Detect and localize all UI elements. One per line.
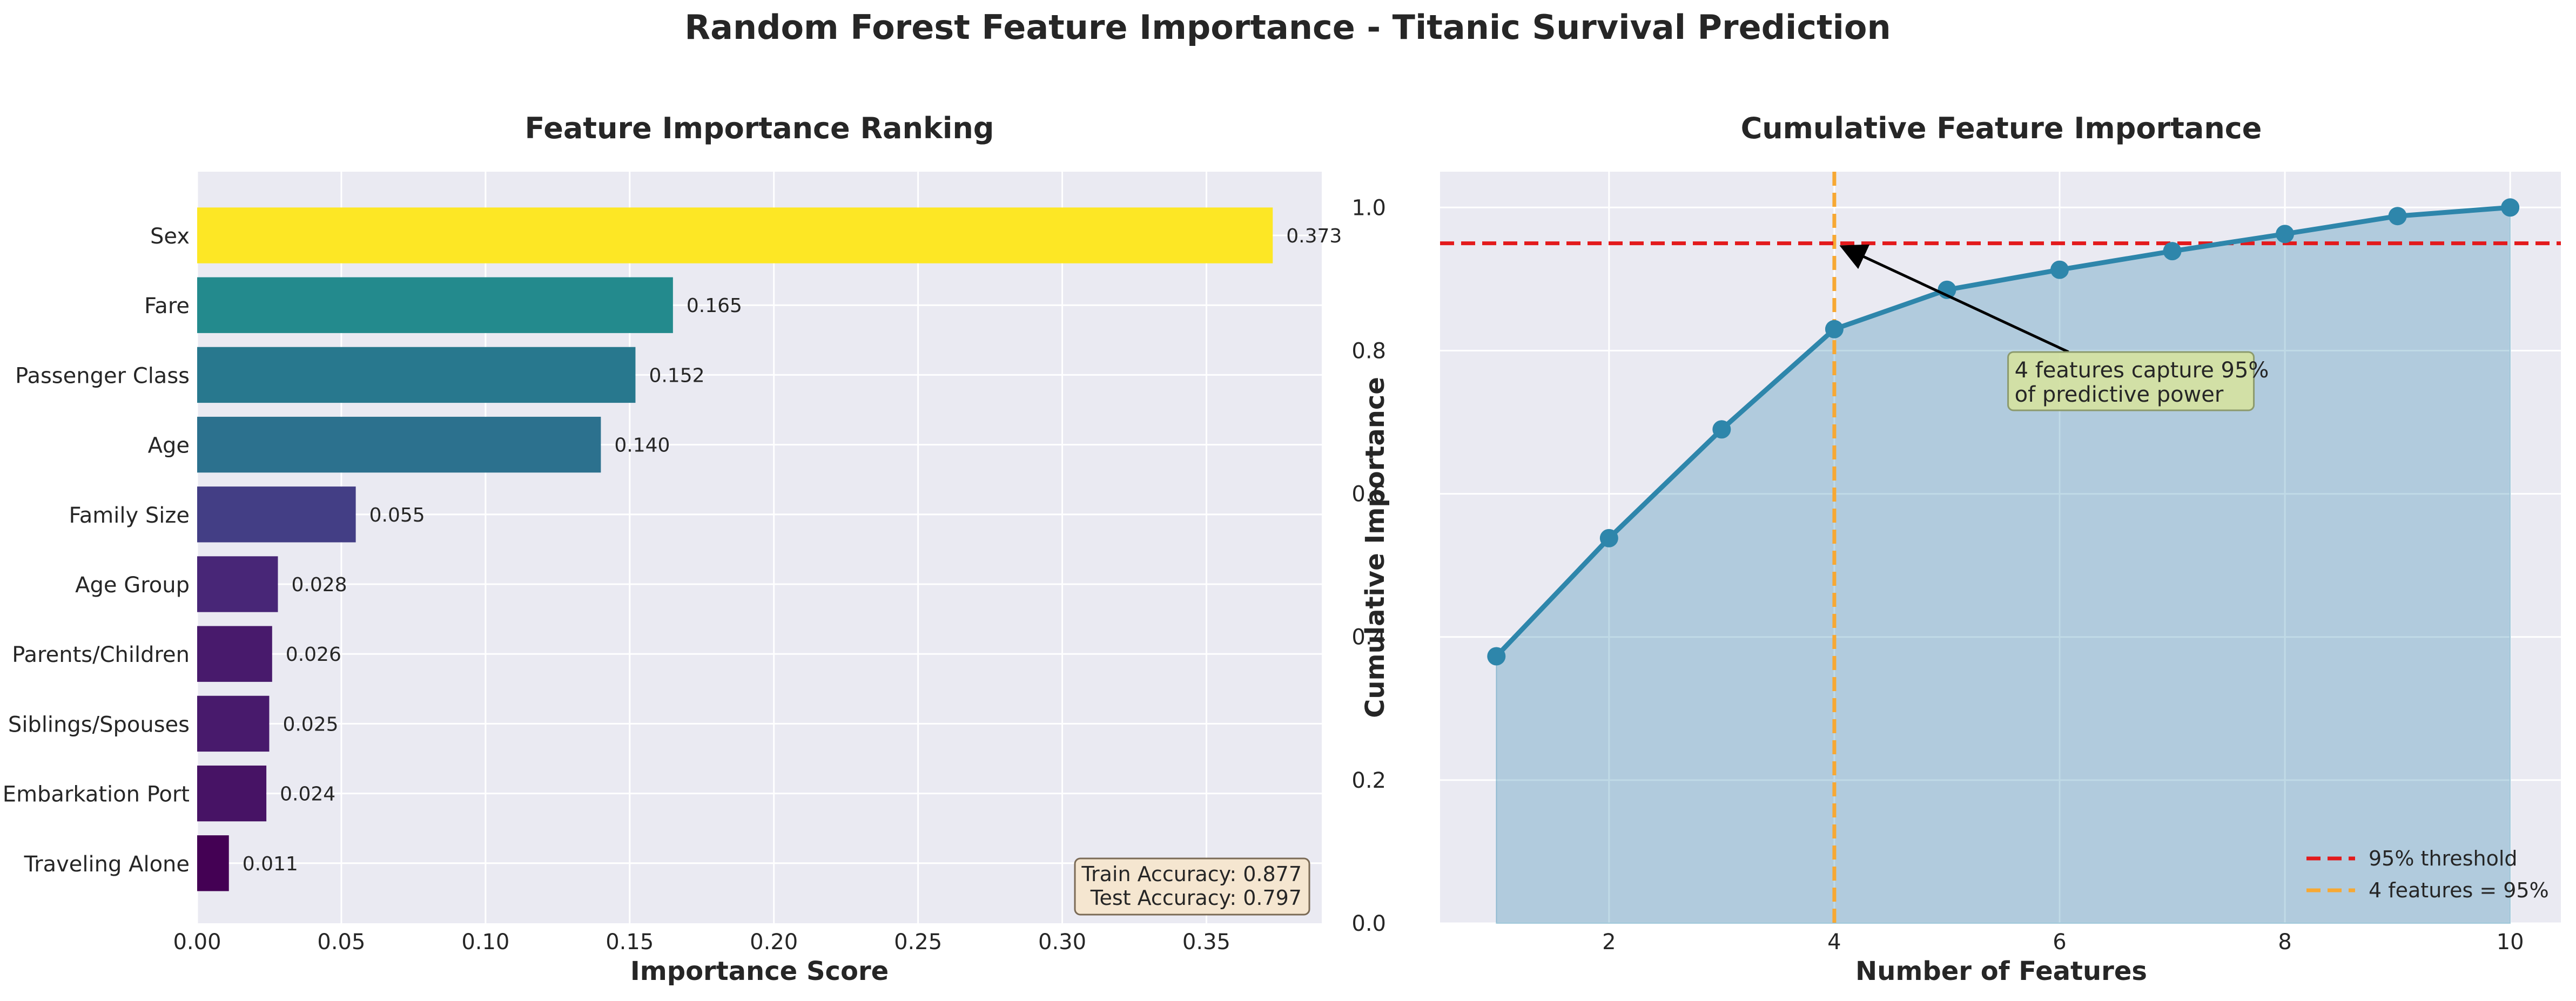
data-point xyxy=(2050,260,2069,279)
bar xyxy=(197,835,229,891)
line-chart-x-axis-label: Number of Features xyxy=(1855,956,2147,986)
bar xyxy=(197,626,272,682)
annotation-text-line-1: 4 features capture 95% xyxy=(2015,358,2269,383)
x-tick-label: 0.00 xyxy=(173,930,221,955)
line-chart-title: Cumulative Feature Importance xyxy=(1741,111,2262,145)
train-accuracy-text: Train Accuracy: 0.877 xyxy=(1081,862,1302,886)
x-tick-label: 0.10 xyxy=(461,930,509,955)
bar-value-label: 0.165 xyxy=(687,295,742,317)
cumulative-importance-line-chart: Cumulative Feature Importance 2 4 6 8 10 0.0… xyxy=(1351,111,2561,986)
cumulative-points xyxy=(1487,198,2520,666)
x-tick-label: 8 xyxy=(2278,930,2291,955)
bar-chart-x-axis-label: Importance Score xyxy=(630,956,889,986)
data-point xyxy=(2501,198,2520,217)
line-chart-legend: 95% threshold 4 features = 95% xyxy=(2306,847,2549,902)
data-point xyxy=(1712,420,1731,439)
y-tick-label: 0.6 xyxy=(1351,482,1386,507)
bar-value-label: 0.011 xyxy=(243,853,298,875)
legend-label-threshold: 95% threshold xyxy=(2369,847,2518,870)
bar xyxy=(197,695,270,752)
x-tick-label: 0.35 xyxy=(1182,930,1230,955)
data-point xyxy=(2276,225,2295,244)
y-tick-label: 0.0 xyxy=(1351,911,1386,936)
x-tick-label: 10 xyxy=(2497,930,2524,955)
feature-importance-bar-chart: Feature Importance Ranking 0.373 0.165 0.1… xyxy=(3,111,1342,986)
category-label: Embarkation Port xyxy=(3,782,190,807)
category-label: Age Group xyxy=(75,573,190,598)
bar-chart-x-tick-labels: 0.00 0.05 0.10 0.15 0.20 0.25 0.30 0.35 xyxy=(173,930,1230,955)
category-label: Parents/Children xyxy=(12,642,190,667)
accuracy-annotation: Train Accuracy: 0.877 Test Accuracy: 0.7… xyxy=(1074,857,1310,916)
x-tick-label: 0.15 xyxy=(606,930,654,955)
data-point xyxy=(1487,647,1506,666)
y-tick-label: 1.0 xyxy=(1351,195,1386,220)
x-tick-label: 4 xyxy=(1827,930,1841,955)
bar xyxy=(197,765,267,822)
bar-value-label: 0.055 xyxy=(369,504,425,526)
x-tick-label: 0.30 xyxy=(1038,930,1086,955)
line-chart-x-tick-labels: 2 4 6 8 10 xyxy=(1602,930,2524,955)
x-tick-label: 0.25 xyxy=(894,930,942,955)
line-chart-plot-area xyxy=(1440,172,2561,923)
annotation-box xyxy=(2007,351,2255,411)
category-label: Passenger Class xyxy=(15,363,190,388)
y-tick-label: 0.8 xyxy=(1351,339,1386,363)
line-chart-y-tick-labels: 0.0 0.2 0.4 0.6 0.8 1.0 xyxy=(1351,195,1386,936)
bar-value-label: 0.028 xyxy=(291,574,347,596)
data-point xyxy=(1599,529,1618,547)
line-chart-gridlines xyxy=(1440,172,2561,924)
y-tick-label: 0.2 xyxy=(1351,768,1386,793)
bar-value-label: 0.026 xyxy=(286,644,341,666)
x-tick-label: 0.20 xyxy=(750,930,798,955)
bar xyxy=(197,486,356,543)
line-chart-y-axis-label: Cumulative Importance xyxy=(1360,377,1390,718)
x-tick-label: 2 xyxy=(1602,930,1616,955)
predictive-power-annotation: 4 features capture 95% of predictive pow… xyxy=(1839,244,2269,411)
annotation-text-line-2: of predictive power xyxy=(2015,382,2224,407)
data-point xyxy=(2388,207,2407,226)
bar-value-label: 0.152 xyxy=(649,364,704,387)
bar-chart-value-labels: 0.373 0.165 0.152 0.140 0.055 0.028 0.026 0.025… xyxy=(243,225,1342,875)
bar xyxy=(197,277,673,333)
legend-label-four-features: 4 features = 95% xyxy=(2369,878,2549,902)
annotation-arrow xyxy=(1839,244,2069,354)
bar-value-label: 0.373 xyxy=(1286,225,1342,247)
bar-chart-title: Feature Importance Ranking xyxy=(525,111,994,145)
bar xyxy=(197,207,1273,263)
category-label: Family Size xyxy=(69,503,190,528)
bar-chart-bars xyxy=(197,207,1273,891)
data-point xyxy=(2163,242,2182,261)
x-tick-label: 6 xyxy=(2053,930,2066,955)
bar-value-label: 0.024 xyxy=(280,783,335,806)
category-label: Traveling Alone xyxy=(24,852,190,877)
category-label: Sex xyxy=(150,224,190,249)
cumulative-line xyxy=(1495,205,2511,658)
bar xyxy=(197,416,601,473)
category-label: Fare xyxy=(144,294,190,319)
y-tick-label: 0.4 xyxy=(1351,625,1386,650)
category-label: Siblings/Spouses xyxy=(8,712,190,737)
figure-title: Random Forest Feature Importance - Titan… xyxy=(684,8,1891,47)
bar-value-label: 0.025 xyxy=(283,713,338,735)
bar xyxy=(197,556,278,612)
test-accuracy-text: Test Accuracy: 0.797 xyxy=(1090,886,1302,910)
bar-value-label: 0.140 xyxy=(614,435,670,457)
category-label: Age xyxy=(148,434,190,458)
bar-chart-category-labels: Sex Fare Passenger Class Age Family Size Age … xyxy=(3,224,190,877)
bar xyxy=(197,347,636,403)
accuracy-box xyxy=(1074,857,1310,916)
data-point xyxy=(1825,320,1844,339)
x-tick-label: 0.05 xyxy=(317,930,365,955)
